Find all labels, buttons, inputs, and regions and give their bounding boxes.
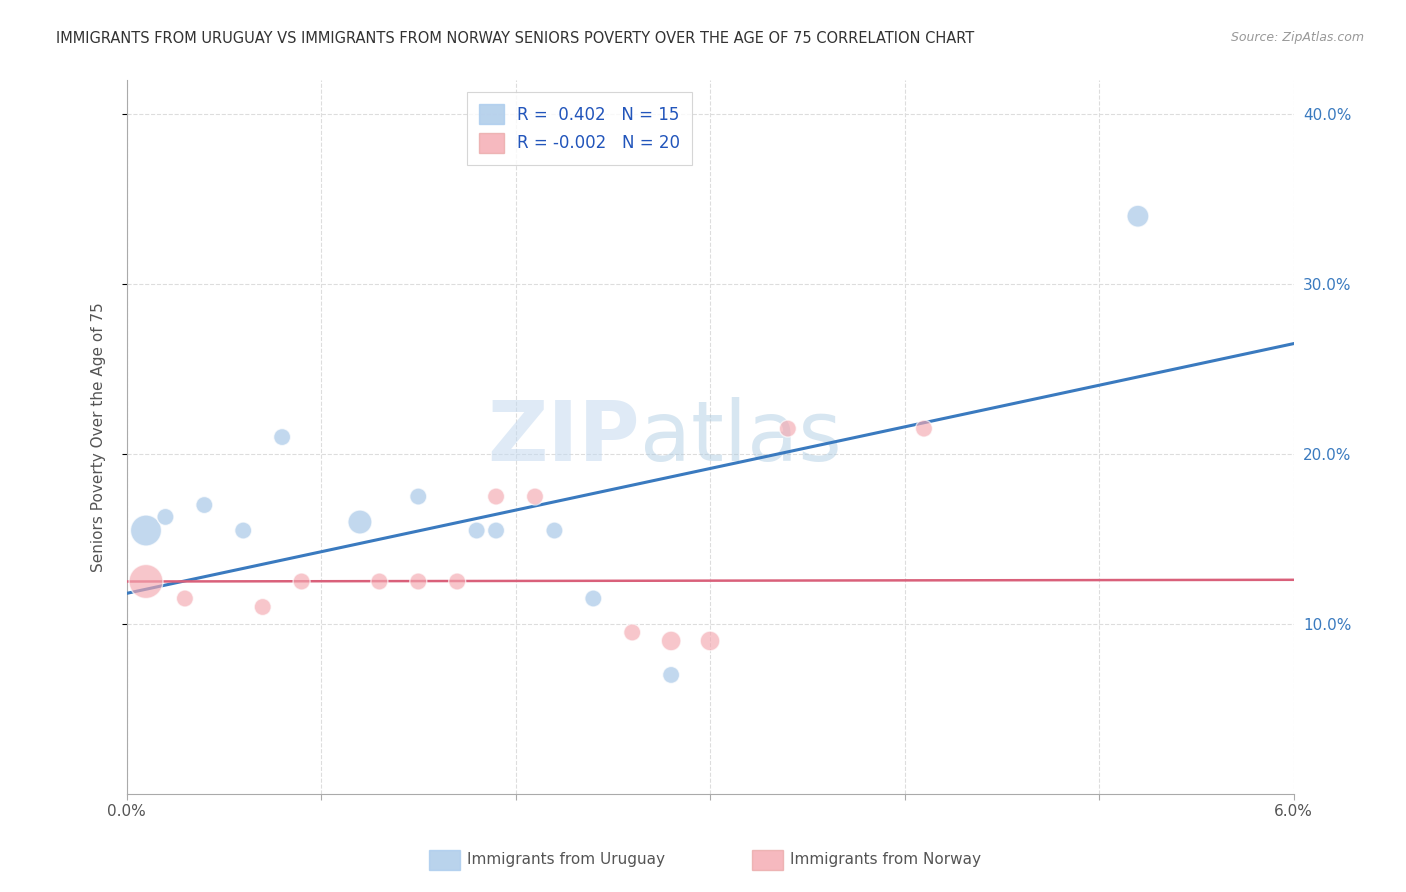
Point [621,625,644,640]
Point [408,574,430,589]
Y-axis label: Seniors Poverty Over the Age of 75: Seniors Poverty Over the Age of 75 [91,302,105,572]
Text: IMMIGRANTS FROM URUGUAY VS IMMIGRANTS FROM NORWAY SENIORS POVERTY OVER THE AGE O: IMMIGRANTS FROM URUGUAY VS IMMIGRANTS FR… [56,31,974,46]
Point [524,490,547,504]
Point [485,524,508,538]
Point [135,574,157,589]
Point [699,634,721,648]
Point [465,524,488,538]
Point [659,634,682,648]
Text: ZIP: ZIP [488,397,640,477]
Text: atlas: atlas [640,397,842,477]
Point [659,668,682,682]
Point [446,574,468,589]
Point [912,421,935,435]
Point [252,599,274,614]
Point [290,574,312,589]
Text: Source: ZipAtlas.com: Source: ZipAtlas.com [1230,31,1364,45]
Point [232,524,254,538]
Point [174,591,197,606]
Point [368,574,391,589]
Text: Immigrants from Uruguay: Immigrants from Uruguay [467,853,665,867]
Text: Immigrants from Norway: Immigrants from Norway [790,853,981,867]
Point [155,510,177,524]
Point [193,498,215,512]
Point [1126,209,1149,223]
Point [349,515,371,529]
Point [408,490,430,504]
Point [271,430,294,444]
Point [776,421,799,435]
Point [543,524,565,538]
Point [485,490,508,504]
Point [135,524,157,538]
Legend: R =  0.402   N = 15, R = -0.002   N = 20: R = 0.402 N = 15, R = -0.002 N = 20 [467,92,692,164]
Point [582,591,605,606]
